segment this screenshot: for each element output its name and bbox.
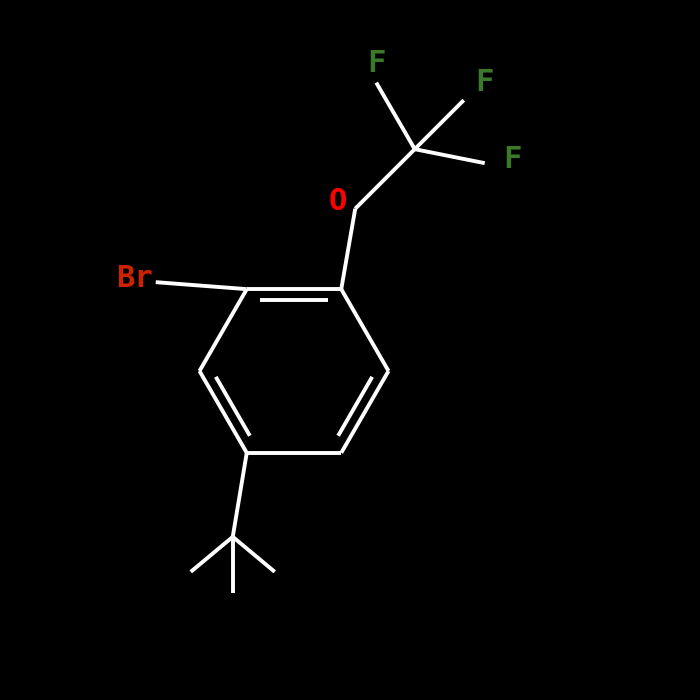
Text: F: F [475, 68, 494, 97]
Text: O: O [328, 187, 347, 216]
Text: Br: Br [116, 264, 153, 293]
Text: F: F [367, 48, 386, 78]
Text: F: F [503, 145, 522, 174]
